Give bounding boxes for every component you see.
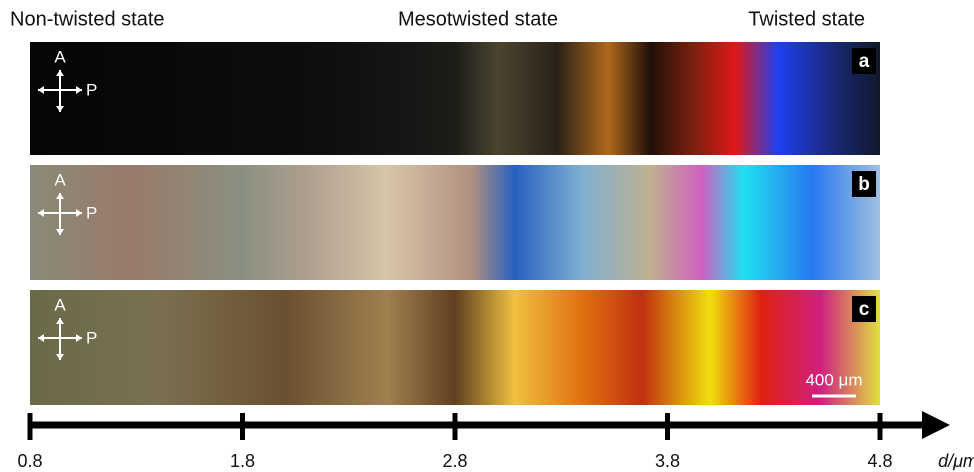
arrow-head (76, 209, 82, 217)
arrow-head (56, 318, 64, 324)
axis-label: d/μm (938, 451, 974, 471)
arrow-head (56, 354, 64, 360)
polarizer-label: P (86, 80, 97, 99)
micrograph (30, 290, 880, 405)
analyzer-label: A (54, 295, 66, 314)
arrow-head (38, 209, 44, 217)
micrograph (30, 42, 880, 155)
analyzer-label: A (54, 170, 66, 189)
axis-arrow (922, 411, 950, 439)
state-label: Non-twisted state (10, 8, 165, 30)
arrow-head (56, 70, 64, 76)
state-label: Twisted state (748, 8, 865, 30)
arrow-head (76, 86, 82, 94)
analyzer-label: A (54, 47, 66, 66)
tick-label: 1.8 (230, 451, 255, 471)
header: Non-twisted state Mesotwisted state Twis… (10, 8, 865, 30)
panel-label: c (859, 299, 870, 320)
micrograph (30, 165, 880, 280)
tick-label: 2.8 (442, 451, 467, 471)
polarizer-label: P (86, 203, 97, 222)
state-label: Mesotwisted state (398, 8, 558, 30)
tick-label: 4.8 (867, 451, 892, 471)
panel-label-box (852, 296, 876, 322)
polarizer-label: P (86, 328, 97, 347)
arrow-head (56, 106, 64, 112)
arrow-head (56, 229, 64, 235)
panel-label: b (858, 174, 870, 195)
arrow-head (38, 334, 44, 342)
panel-label: a (859, 51, 870, 72)
arrow-head (76, 334, 82, 342)
panel-label-box (852, 48, 876, 74)
tick-label: 0.8 (17, 451, 42, 471)
tick-label: 3.8 (655, 451, 680, 471)
arrow-head (38, 86, 44, 94)
arrow-head (56, 193, 64, 199)
panel-label-box (852, 171, 876, 197)
scale-bar-label: 400 μm (805, 370, 862, 389)
